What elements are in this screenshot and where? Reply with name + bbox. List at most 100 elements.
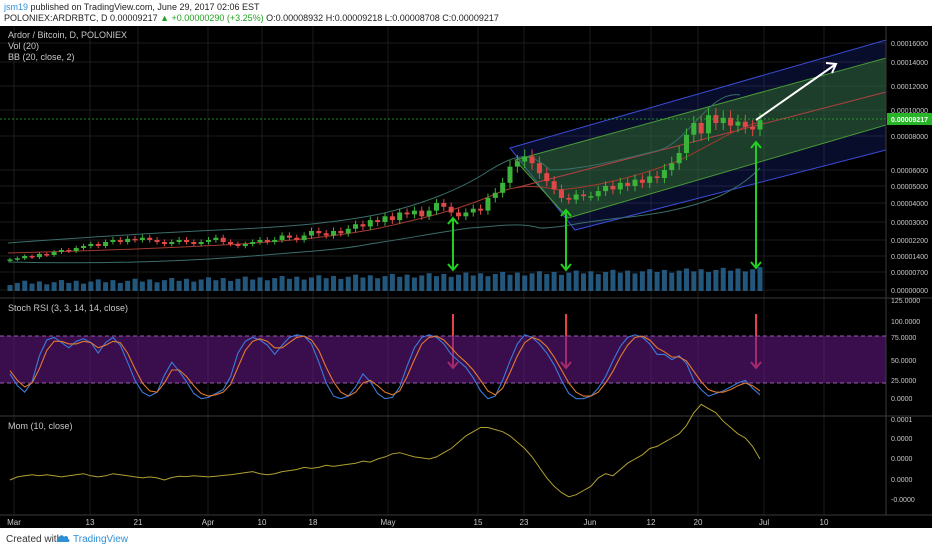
time-tick-label: 13 (86, 518, 95, 527)
candle-body (742, 121, 748, 127)
candle-body (706, 115, 712, 134)
candle-body (279, 235, 285, 240)
candle-body (132, 238, 138, 241)
open-value: 0.00009217 (110, 13, 158, 23)
candle-body (331, 231, 337, 236)
candle-body (728, 117, 734, 126)
volume-bar (44, 284, 50, 291)
change-value: +0.00000290 (+3.25%) (171, 13, 264, 23)
candle-body (558, 189, 564, 198)
volume-bar (58, 280, 64, 291)
candle-body (95, 244, 101, 246)
volume-bar (683, 268, 689, 291)
volume-bar (169, 278, 175, 291)
momentum-legend: Mom (10, close) (8, 421, 73, 431)
candle-body (691, 123, 697, 135)
candle-body (389, 216, 395, 221)
volume-bar (632, 273, 638, 291)
author-link[interactable]: jsm19 (4, 2, 29, 12)
momentum-tick-label: 0.0000 (891, 436, 913, 443)
volume-bar (250, 279, 256, 291)
volume-bar (661, 269, 667, 291)
candle-body (654, 176, 660, 178)
volume-bar (757, 267, 763, 291)
candle-body (529, 156, 535, 164)
candle-body (228, 242, 234, 244)
candle-body (183, 240, 189, 242)
candle-body (551, 181, 557, 190)
volume-bar (103, 282, 109, 291)
volume-bar (353, 274, 359, 291)
volume-bar (456, 274, 462, 291)
volume-bars (7, 267, 763, 291)
time-tick-label: 10 (820, 518, 829, 527)
candle-body (103, 242, 109, 246)
volume-bar (485, 276, 491, 291)
volume-bar (73, 280, 79, 291)
price-tick-label: 0.00000000 (891, 288, 928, 295)
volume-bar (51, 282, 57, 291)
price-tick-label: 0.00008000 (891, 134, 928, 141)
chart-area[interactable]: 0.00016000 0.00014000 0.00012000 0.00010000… (0, 26, 932, 528)
volume-bar (625, 270, 631, 291)
volume-bar (463, 272, 469, 291)
price-tick-label: 0.00003000 (891, 220, 928, 227)
volume-bar (470, 275, 476, 291)
candle-body (235, 244, 241, 246)
time-tick-label: 21 (134, 518, 143, 527)
candle-body (595, 191, 601, 197)
volume-bar (235, 278, 241, 291)
volume-bar (639, 271, 645, 291)
volume-bar (183, 278, 189, 291)
created-with-text: Created with (6, 534, 63, 545)
volume-bar (728, 270, 734, 291)
volume-bar (735, 268, 741, 291)
rsi-tick-label: 25.0000 (891, 378, 916, 385)
price-tick-label: 0.00014000 (891, 60, 928, 67)
candle-body (272, 240, 278, 242)
rsi-tick-label: 0.0000 (891, 396, 913, 403)
volume-bar (448, 276, 454, 291)
candlesticks (7, 107, 763, 262)
candle-body (448, 206, 454, 213)
candle-body (345, 228, 351, 234)
volume-bar (375, 278, 381, 291)
volume-bar (279, 275, 285, 291)
volume-bar (478, 273, 484, 291)
support-arrow-down (447, 216, 459, 272)
volume-bar (397, 276, 403, 291)
rsi-tick-label: 50.0000 (891, 358, 916, 365)
candle-body (573, 194, 579, 200)
volume-bar (338, 278, 344, 291)
price-chart-svg[interactable]: 0.00016000 0.00014000 0.00012000 0.00010000… (0, 26, 932, 528)
volume-bar (581, 273, 587, 291)
volume-legend: Vol (20) (8, 41, 39, 51)
candle-body (139, 237, 145, 240)
volume-bar (617, 272, 623, 291)
volume-bar (551, 271, 557, 291)
volume-bar (154, 282, 160, 291)
volume-bar (595, 274, 601, 291)
volume-bar (360, 277, 366, 291)
volume-bar (257, 277, 263, 291)
volume-bar (242, 276, 248, 291)
volume-bar (500, 271, 506, 291)
up-triangle-icon: ▲ (160, 13, 170, 23)
candle-body (58, 250, 64, 252)
candle-body (661, 170, 667, 178)
volume-bar (492, 274, 498, 291)
candle-body (676, 153, 682, 164)
tradingview-link[interactable]: TradingView (73, 534, 129, 545)
time-axis[interactable]: Mar 13 21 Apr 10 18 May 15 23 Jun 12 20 Jul 10 (7, 518, 829, 527)
last-price-label: 0.00009217 (891, 117, 928, 124)
candle-body (566, 197, 572, 200)
candle-body (669, 163, 675, 170)
candle-body (433, 203, 439, 211)
candle-body (220, 237, 226, 242)
candle-body (14, 258, 20, 260)
candle-body (522, 156, 528, 162)
volume-bar (264, 280, 270, 291)
price-axis[interactable]: 0.00016000 0.00014000 0.00012000 0.00010000… (887, 41, 932, 295)
chart-title-legend: Ardor / Bitcoin, D, POLONIEX (8, 30, 127, 40)
candle-body (36, 254, 42, 258)
